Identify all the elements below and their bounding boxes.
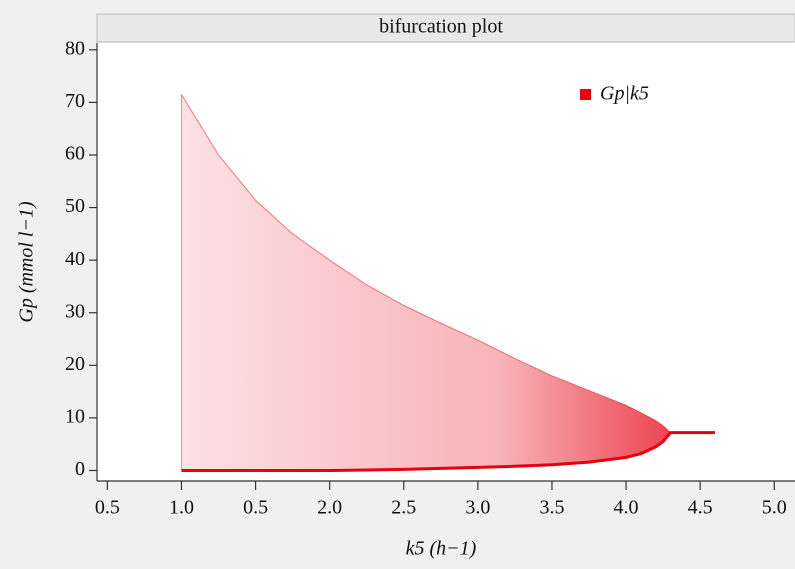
y-tick-label: 40: [65, 248, 85, 270]
x-tick-label: 4.5: [688, 497, 713, 519]
x-tick-label: 2.0: [317, 497, 342, 519]
x-tick-label: 4.0: [614, 497, 639, 519]
legend-label: Gp|k5: [600, 83, 649, 105]
upper-branch: [181, 94, 715, 434]
bifurcation-region: [181, 94, 715, 471]
y-tick-label: 80: [65, 37, 85, 59]
y-tick-label: 20: [65, 353, 85, 375]
y-tick-label: 70: [65, 90, 85, 112]
x-tick-label: 2.5: [391, 497, 416, 519]
x-tick-label: 0.5: [95, 497, 120, 519]
x-tick-label: 3.5: [539, 497, 564, 519]
lower-branch: [181, 431, 715, 472]
legend-marker: [580, 89, 591, 100]
title-bar: [96, 13, 795, 43]
y-tick-label: 50: [65, 195, 85, 217]
y-tick-label: 30: [65, 300, 85, 322]
y-tick-label: 10: [65, 405, 85, 427]
chart-title: bifurcation plot: [379, 16, 503, 38]
x-tick-label: 5.0: [762, 497, 787, 519]
x-tick-label: 1.0: [169, 497, 194, 519]
y-tick-label: 0: [75, 458, 85, 480]
y-axis-label: Gp (mmol l−1): [16, 201, 38, 323]
x-tick-label: 0.5: [243, 497, 268, 519]
y-tick-label: 60: [65, 143, 85, 165]
x-axis-label: k5 (h−1): [406, 538, 477, 560]
x-tick-label: 3.0: [465, 497, 490, 519]
